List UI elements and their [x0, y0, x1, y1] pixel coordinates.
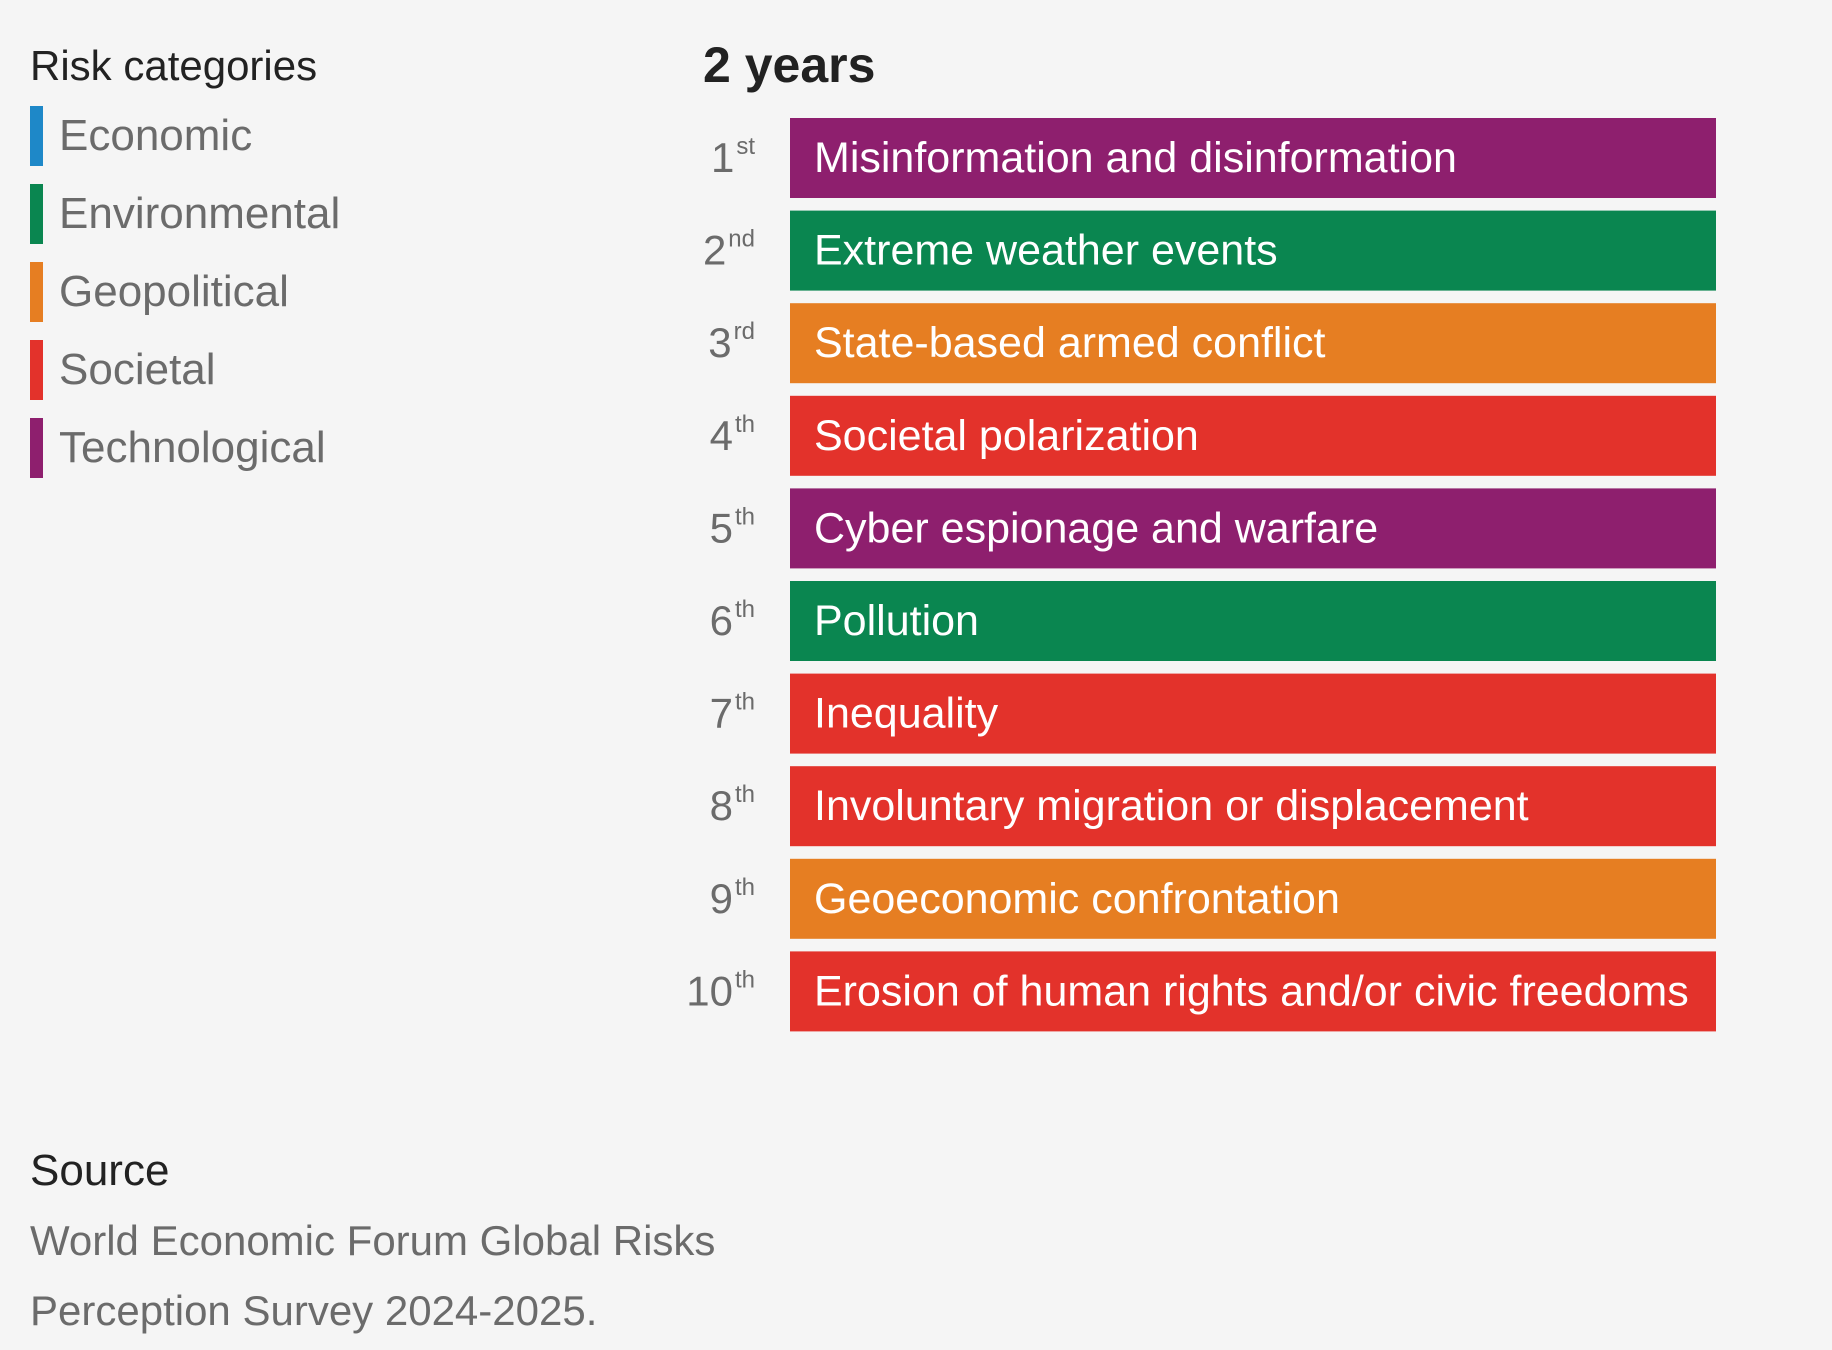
risk-bar: [790, 951, 1716, 1032]
legend-item-societal: Societal: [30, 340, 590, 400]
legend-swatch-geopolitical: [30, 262, 43, 322]
risk-categories-legend: Risk categories Economic Environmental G…: [30, 40, 590, 496]
rank-label: 3rd: [708, 318, 755, 366]
rank-row: 9th Geoeconomic confrontation: [710, 858, 1716, 939]
risk-bar: [790, 858, 1716, 939]
legend-item-economic: Economic: [30, 106, 590, 166]
legend-item-geopolitical: Geopolitical: [30, 262, 590, 322]
risk-label: Involuntary migration or displacement: [814, 782, 1529, 830]
rank-row: 7th Inequality: [710, 673, 1716, 754]
risk-bar: [790, 303, 1716, 384]
rank-row: 2nd Extreme weather events: [703, 210, 1716, 291]
rank-row: 5th Cyber espionage and warfare: [710, 488, 1716, 569]
rank-label: 2nd: [703, 226, 755, 274]
risk-bar: [790, 118, 1716, 198]
risk-label: State-based armed conflict: [814, 319, 1326, 367]
risk-label: Misinformation and disinformation: [814, 134, 1457, 182]
risk-label: Pollution: [814, 597, 979, 645]
risk-label: Erosion of human rights and/or civic fre…: [814, 967, 1689, 1015]
risk-label: Inequality: [814, 690, 999, 738]
legend-label: Environmental: [59, 189, 341, 238]
rank-label: 4th: [710, 411, 755, 459]
legend-swatch-technological: [30, 418, 43, 478]
risk-label: Geoeconomic confrontation: [814, 875, 1340, 923]
legend-swatch-environmental: [30, 184, 43, 244]
risk-bar: [790, 673, 1716, 754]
source-title: Source: [30, 1146, 170, 1195]
rank-label: 10th: [686, 966, 755, 1014]
legend-label: Societal: [59, 345, 216, 394]
risk-label: Societal polarization: [814, 412, 1199, 460]
legend-swatch-economic: [30, 106, 43, 166]
legend-title: Risk categories: [30, 42, 318, 89]
risk-bar: [790, 210, 1716, 291]
rank-label: 9th: [710, 874, 755, 922]
risk-bar: [790, 766, 1716, 847]
legend-swatch-societal: [30, 340, 43, 400]
rank-row: 4th Societal polarization: [710, 395, 1716, 476]
source-section: Source World Economic Forum Global Risks…: [30, 1146, 790, 1346]
rank-label: 5th: [710, 503, 755, 551]
risk-ranking-chart: 1st Misinformation and disinformation 2nd E…: [686, 118, 1716, 1032]
risk-bar: [790, 488, 1716, 569]
rank-row: 10th Erosion of human rights and/or civic…: [686, 951, 1716, 1032]
rank-row: 3rd State-based armed conflict: [708, 303, 1716, 384]
rank-label: 1st: [711, 133, 755, 181]
rank-label: 7th: [710, 689, 755, 737]
rank-row: 8th Involuntary migration or displacement: [710, 766, 1716, 847]
rank-row: 6th Pollution: [710, 581, 1716, 661]
risk-label: Cyber espionage and warfare: [814, 504, 1378, 552]
chart-title: 2 years: [703, 37, 876, 93]
risk-label: Extreme weather events: [814, 227, 1278, 275]
legend-item-environmental: Environmental: [30, 184, 590, 244]
legend-label: Geopolitical: [59, 267, 289, 316]
risk-bar: [790, 581, 1716, 661]
legend-label: Economic: [59, 111, 253, 160]
source-text: World Economic Forum Global Risks Percep…: [30, 1217, 716, 1334]
legend-item-technological: Technological: [30, 418, 590, 478]
risk-bar: [790, 395, 1716, 476]
rank-row: 1st Misinformation and disinformation: [711, 118, 1716, 198]
legend-label: Technological: [59, 423, 326, 472]
rank-label: 6th: [710, 596, 755, 644]
rank-label: 8th: [710, 781, 755, 829]
